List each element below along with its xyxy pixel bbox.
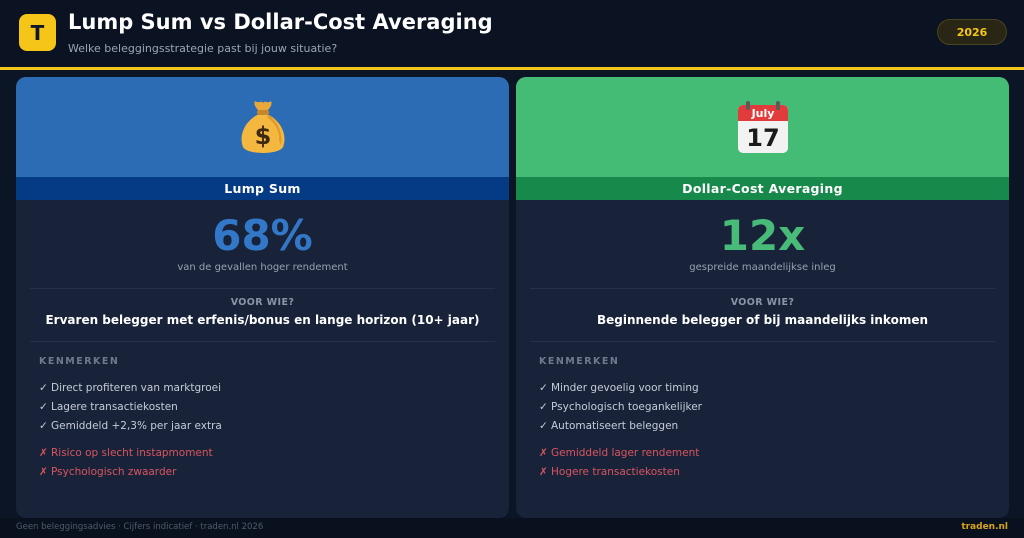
check-icon: ✓ <box>539 401 548 413</box>
cross-icon: ✗ <box>539 466 548 478</box>
cross-icon: ✗ <box>39 447 48 459</box>
dca-big-caption: gespreide maandelijkse inleg <box>689 262 836 273</box>
dca-who-text: Beginnende belegger of bij maandelijks i… <box>596 313 929 327</box>
dca-card-header: July 17 <box>516 77 1009 177</box>
con-text: Hogere transactiekosten <box>551 466 680 478</box>
dca-con-item: ✗ Gemiddeld lager rendement <box>539 447 699 459</box>
lump-sum-who-text: Ervaren belegger met erfenis/bonus en la… <box>45 313 480 327</box>
pro-text: Gemiddeld +2,3% per jaar extra <box>51 420 222 432</box>
dca-who-label: VOOR WIE? <box>730 297 795 308</box>
lump-sum-pro-item: ✓ Gemiddeld +2,3% per jaar extra <box>39 420 222 432</box>
divider <box>530 341 995 342</box>
dca-pro-item: ✓ Automatiseert beleggen <box>539 420 678 432</box>
pro-text: Automatiseert beleggen <box>551 420 679 432</box>
footer-brand-link[interactable]: traden.nl <box>961 522 1008 532</box>
dca-con-item: ✗ Hogere transactiekosten <box>539 466 680 478</box>
page-subtitle: Welke beleggingsstrategie past bij jouw … <box>68 42 338 55</box>
pro-text: Minder gevoelig voor timing <box>551 382 699 394</box>
money-bag-icon: $ <box>235 97 291 157</box>
pro-text: Lagere transactiekosten <box>51 401 178 413</box>
check-icon: ✓ <box>39 401 48 413</box>
check-icon: ✓ <box>539 420 548 432</box>
dca-features-label: KENMERKEN <box>539 356 620 367</box>
con-text: Risico op slecht instapmoment <box>51 447 213 459</box>
lump-sum-con-item: ✗ Psychologisch zwaarder <box>39 466 176 478</box>
lump-sum-features-label: KENMERKEN <box>39 356 120 367</box>
lump-sum-name: Lump Sum <box>16 177 509 200</box>
header-accent-line <box>0 67 1024 70</box>
lump-sum-card-header: $ <box>16 77 509 177</box>
cross-icon: ✗ <box>539 447 548 459</box>
pro-text: Direct profiteren van marktgroei <box>51 382 222 394</box>
check-icon: ✓ <box>539 382 548 394</box>
year-badge: 2026 <box>937 19 1007 45</box>
check-icon: ✓ <box>39 382 48 394</box>
pro-text: Psychologisch toegankelijker <box>551 401 702 413</box>
con-text: Psychologisch zwaarder <box>51 466 177 478</box>
cross-icon: ✗ <box>39 466 48 478</box>
dca-name: Dollar-Cost Averaging <box>516 177 1009 200</box>
lump-sum-pro-item: ✓ Lagere transactiekosten <box>39 401 178 413</box>
check-icon: ✓ <box>39 420 48 432</box>
lump-sum-card: $ Lump Sum 68% van de gevallen hoger ren… <box>16 77 509 518</box>
calendar-icon: July 17 <box>736 99 790 155</box>
divider <box>30 341 495 342</box>
footer: Geen beleggingsadvies · Cijfers indicati… <box>0 518 1024 538</box>
dca-pro-item: ✓ Minder gevoelig voor timing <box>539 382 699 394</box>
lump-sum-big-value: 68% <box>212 211 313 260</box>
dca-big-value: 12x <box>719 211 806 260</box>
lump-sum-big-caption: van de gevallen hoger rendement <box>177 262 348 273</box>
divider <box>30 288 495 289</box>
dca-pro-item: ✓ Psychologisch toegankelijker <box>539 401 702 413</box>
svg-text:$: $ <box>254 122 271 150</box>
calendar-day: 17 <box>746 124 779 152</box>
divider <box>530 288 995 289</box>
header: T Lump Sum vs Dollar-Cost Averaging Welk… <box>0 0 1024 67</box>
lump-sum-pro-item: ✓ Direct profiteren van marktgroei <box>39 382 221 394</box>
dca-card: July 17 Dollar-Cost Averaging 12x gespre… <box>516 77 1009 518</box>
calendar-month: July <box>750 107 774 120</box>
lump-sum-who-label: VOOR WIE? <box>230 297 295 308</box>
footer-disclaimer: Geen beleggingsadvies · Cijfers indicati… <box>16 522 264 532</box>
brand-logo: T <box>19 14 56 51</box>
con-text: Gemiddeld lager rendement <box>551 447 700 459</box>
page-title: Lump Sum vs Dollar-Cost Averaging <box>68 10 493 34</box>
lump-sum-con-item: ✗ Risico op slecht instapmoment <box>39 447 213 459</box>
